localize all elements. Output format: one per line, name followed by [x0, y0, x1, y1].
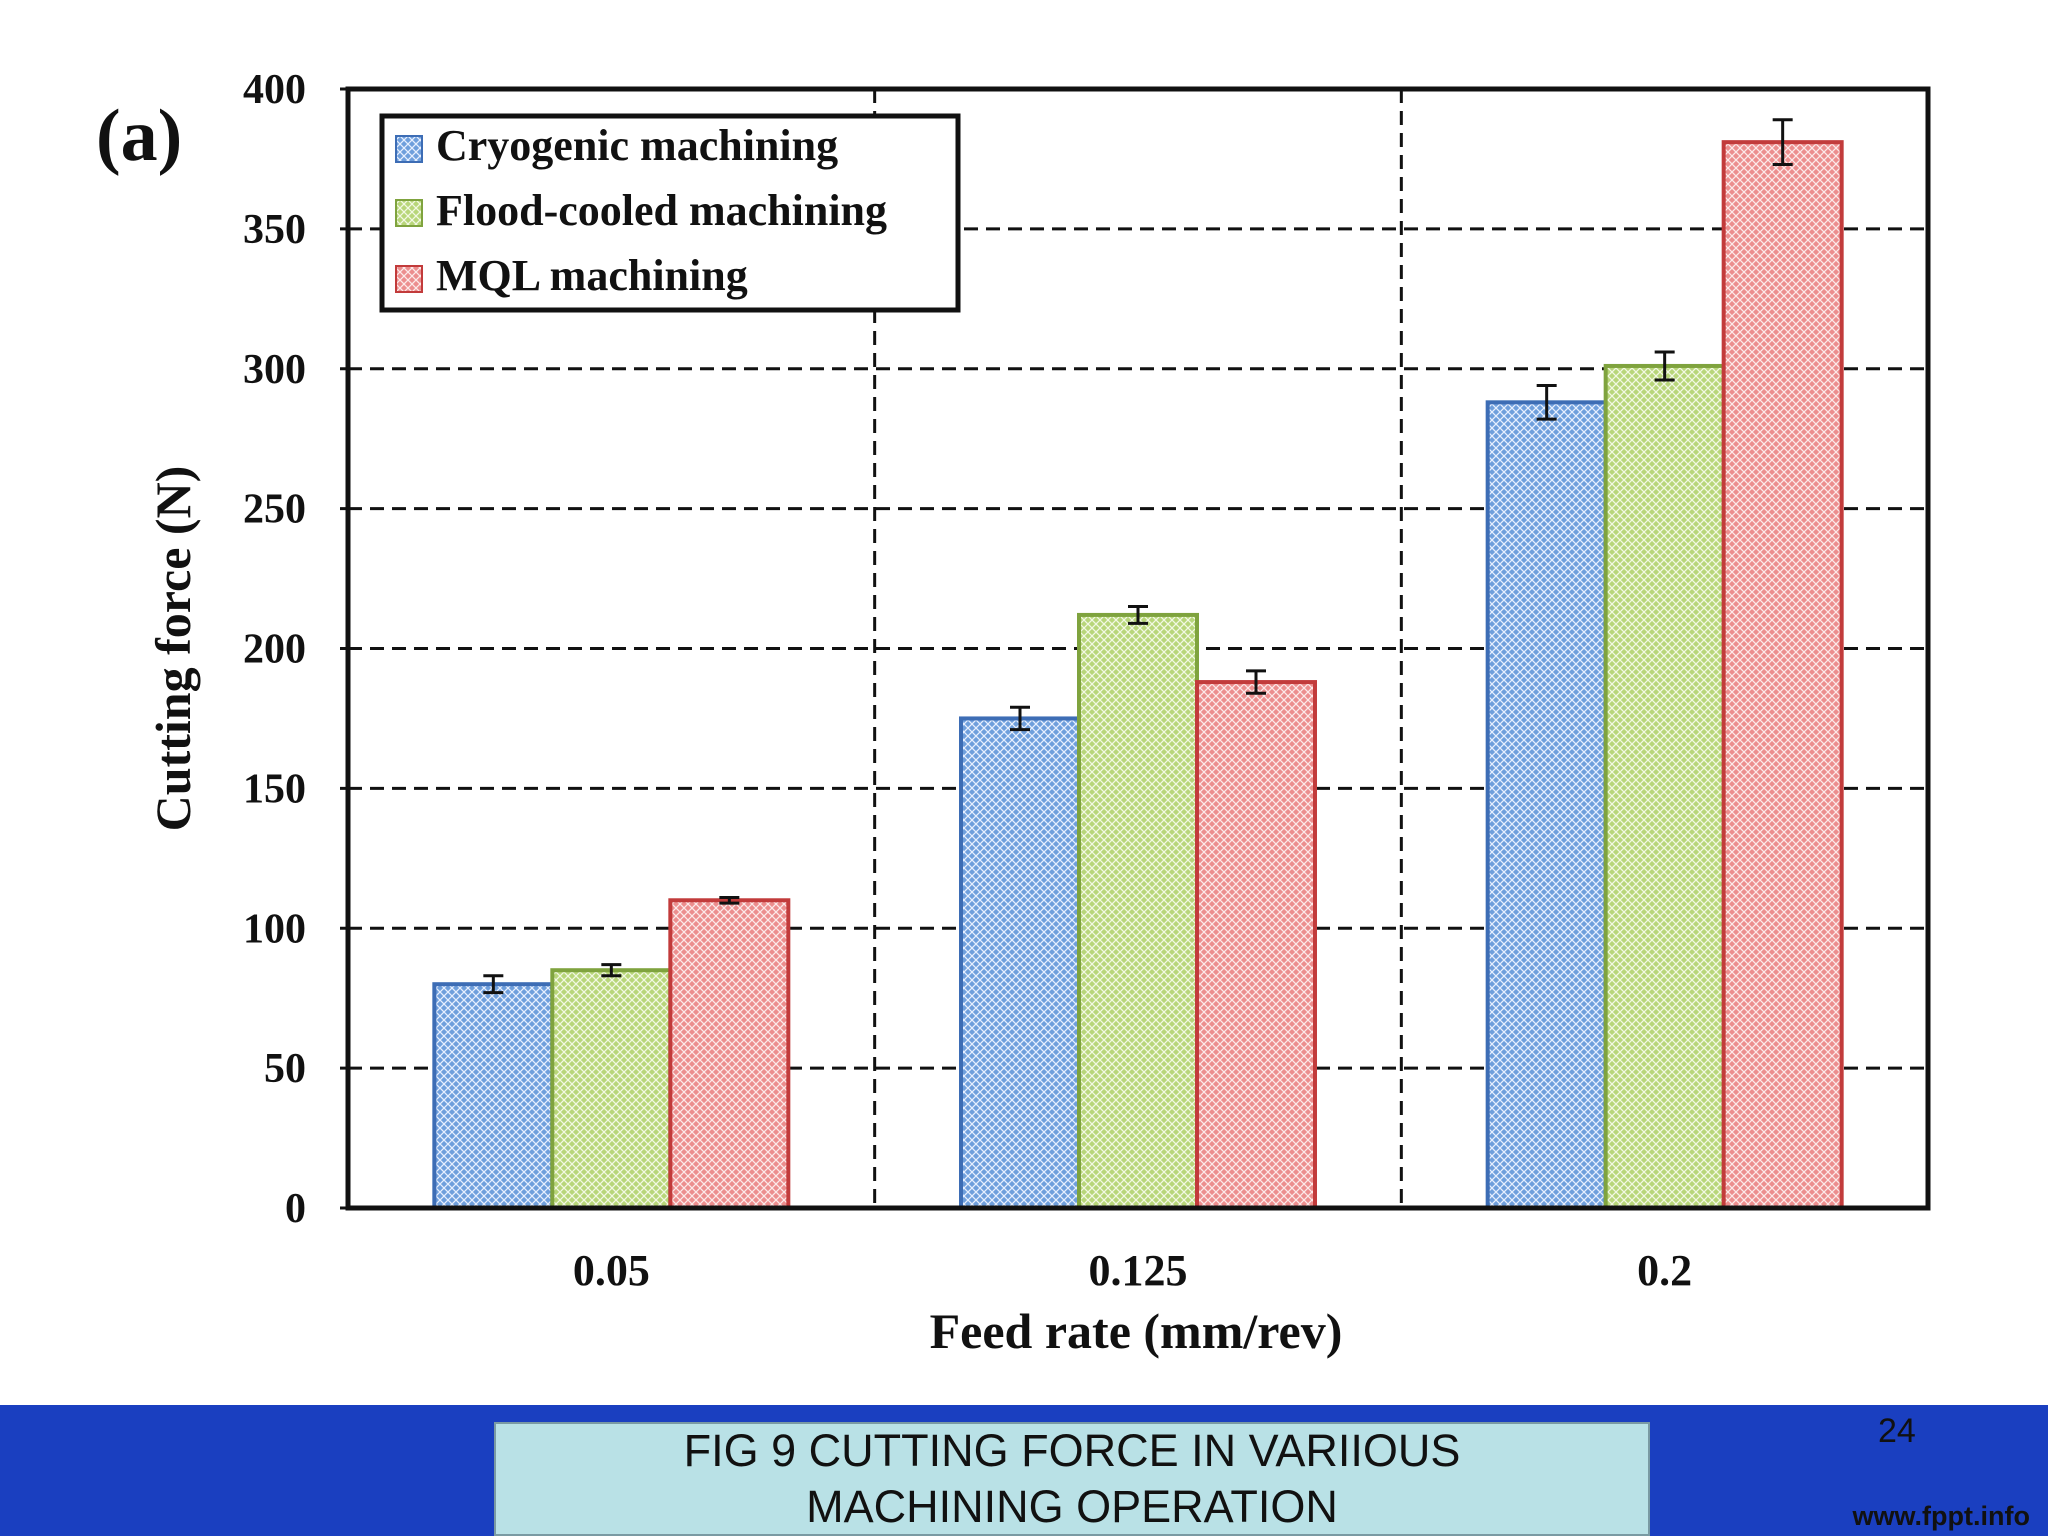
y-tick-label: 250 — [243, 487, 306, 533]
axes-layer: 0.05 0.125 0.2 0 50 100 150 200 250 300 350 400 — [243, 67, 1931, 1295]
bar-flood-0 — [550, 968, 673, 1211]
legend-swatch-flood — [395, 199, 423, 227]
y-tick-label: 50 — [264, 1046, 306, 1092]
y-tick-label: 0 — [285, 1186, 306, 1232]
y-tick-label: 400 — [243, 67, 306, 113]
bar-cryogenic-1 — [959, 716, 1081, 1210]
chart-area: 0.05 0.125 0.2 0 50 100 150 200 250 300 350 400 (a)… — [96, 67, 1931, 1359]
bar-mql-0 — [668, 898, 791, 1211]
bar-chart: 0.05 0.125 0.2 0 50 100 150 200 250 300 350 400 (a)… — [96, 67, 1931, 1359]
x-tick-label: 0.125 — [1089, 1246, 1188, 1295]
legend-label-cryogenic: Cryogenic machining — [436, 121, 838, 170]
y-tick-label: 100 — [243, 906, 306, 952]
panel-label: (a) — [96, 95, 182, 177]
bar-cryogenic-2 — [1485, 400, 1608, 1210]
bar-mql-1 — [1195, 680, 1317, 1210]
bars-layer — [432, 118, 1844, 1211]
bar-flood-2 — [1603, 363, 1726, 1210]
legend-box — [379, 113, 961, 313]
y-tick-label: 300 — [243, 347, 306, 393]
legend-label-flood: Flood-cooled machining — [436, 186, 887, 235]
legend-label-mql: MQL machining — [436, 251, 748, 300]
site-url: www.fppt.info — [1852, 1501, 2030, 1531]
y-tick-label: 150 — [243, 766, 306, 812]
y-tick-label: 350 — [243, 207, 306, 253]
page-number: 24 — [1878, 1412, 1916, 1450]
y-tick-label: 200 — [243, 627, 306, 673]
bar-mql-2 — [1721, 140, 1844, 1211]
caption-box: FIG 9 CUTTING FORCE IN VARIIOUS MACHININ… — [494, 1422, 1650, 1536]
x-tick-label: 0.05 — [573, 1246, 650, 1295]
y-axis-label: Cutting force (N) — [145, 466, 201, 832]
x-tick-label: 0.2 — [1637, 1246, 1692, 1295]
legend: Cryogenic machining Flood-cooled machini… — [379, 113, 961, 313]
bar-flood-1 — [1077, 612, 1199, 1210]
legend-swatch-mql — [395, 265, 423, 293]
caption-text: FIG 9 CUTTING FORCE IN VARIIOUS MACHININ… — [683, 1425, 1461, 1532]
legend-swatch-cryogenic — [395, 135, 423, 163]
x-axis-label: Feed rate (mm/rev) — [930, 1303, 1343, 1359]
bar-cryogenic-0 — [432, 982, 555, 1211]
